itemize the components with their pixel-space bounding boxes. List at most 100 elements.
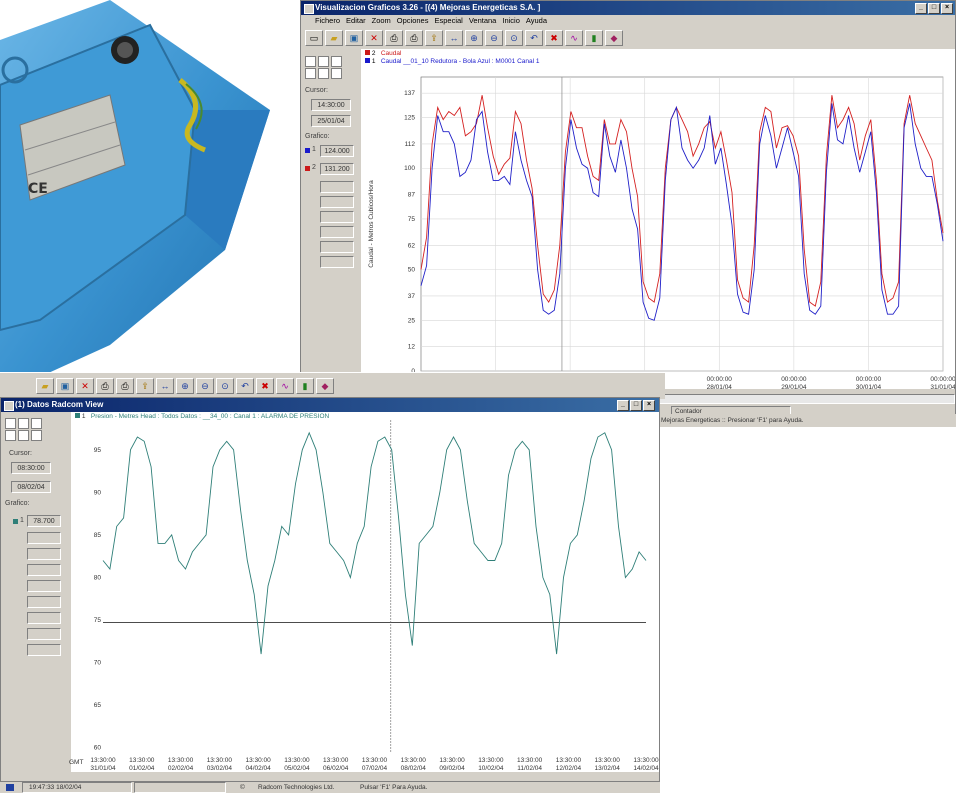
x-tick-label: 00:00:00 [707, 376, 733, 383]
book-icon[interactable]: ◆ [605, 30, 623, 46]
close-button[interactable]: × [643, 400, 655, 411]
y-tick-label: 137 [404, 90, 415, 97]
empty-slot [27, 628, 61, 640]
chart-mode-icon[interactable] [31, 418, 42, 429]
zoom-out-icon[interactable]: ⊖ [196, 378, 214, 394]
x-tick-label: 13:30:00 [401, 757, 427, 764]
minimize-button[interactable]: _ [617, 400, 629, 411]
chart-mode-icon[interactable] [18, 418, 29, 429]
print-preview-icon[interactable]: ⎙ [116, 378, 134, 394]
chart-mode-icon[interactable] [331, 68, 342, 79]
print-icon[interactable]: ⎙ [385, 30, 403, 46]
new-icon[interactable]: ▭ [305, 30, 323, 46]
grafico-label: Grafico: [305, 133, 330, 140]
legend-item: 2 Caudal [365, 50, 540, 58]
svg-text:CE: CE [28, 181, 48, 197]
maximize-button[interactable]: □ [630, 400, 642, 411]
menu-fichero[interactable]: Fichero [315, 16, 341, 25]
chart-mode-icon[interactable] [318, 68, 329, 79]
legend-text: Presion - Metres Head : Todos Datos : __… [90, 413, 330, 420]
zoom-cancel-icon[interactable]: ✖ [256, 378, 274, 394]
x-tick-date: 01/02/04 [129, 765, 155, 772]
menu-zoom[interactable]: Zoom [371, 16, 391, 25]
title-bar: (1) Datos Radcom View [1, 398, 659, 412]
zoom-cancel-icon[interactable]: ✖ [545, 30, 563, 46]
x-tick-label: 13:30:00 [168, 757, 194, 764]
y-tick-label: 100 [404, 165, 415, 172]
minimize-button[interactable]: _ [915, 3, 927, 14]
book-icon[interactable]: ◆ [316, 378, 334, 394]
zoom-prev-icon[interactable]: ↶ [525, 30, 543, 46]
y-axis-label: Caudal - Metros Cubicos/Hora [368, 180, 375, 268]
chart-mode-icon[interactable] [318, 56, 329, 67]
delete-icon[interactable]: ✕ [365, 30, 383, 46]
zoom-window-icon[interactable]: ⊙ [505, 30, 523, 46]
status-copyright: Radcom Technologies Ltd. [258, 784, 335, 791]
chart-mode-icon[interactable] [331, 56, 342, 67]
print-preview-icon[interactable]: ⎙ [405, 30, 423, 46]
save-icon[interactable]: ▣ [56, 378, 74, 394]
zoom-out-icon[interactable]: ⊖ [485, 30, 503, 46]
series-2-number: 2 [312, 164, 316, 171]
chart-icon[interactable]: ∿ [565, 30, 583, 46]
zoom-in-icon[interactable]: ⊕ [176, 378, 194, 394]
maximize-button[interactable]: □ [928, 3, 940, 14]
bottom-status-bar: 19:47:33 18/02/04 © Radcom Technologies … [0, 782, 660, 793]
x-tick-date: 11/02/04 [517, 765, 542, 772]
status-app-icon [6, 784, 14, 791]
chart-icon[interactable]: ∿ [276, 378, 294, 394]
menu-ventana[interactable]: Ventana [468, 16, 497, 25]
x-tick-label: 13:30:00 [129, 757, 155, 764]
plot-frame [420, 76, 944, 372]
x-tick-date: 31/01/04 [90, 765, 116, 772]
y-tick-label: 62 [408, 242, 416, 249]
x-tick-label: 13:30:00 [362, 757, 388, 764]
chart-caudal[interactable]: 0 12 25 37 50 62 75 87 100 112 125 137 00:00:00 00:00… [361, 49, 956, 391]
chart-presion[interactable]: 606570758085909513:30:0031/01/0413:30:00… [71, 412, 659, 772]
zoom-in-icon[interactable]: ⊕ [465, 30, 483, 46]
print-icon[interactable]: ⎙ [96, 378, 114, 394]
bars-icon[interactable]: ▮ [296, 378, 314, 394]
delete-icon[interactable]: ✕ [76, 378, 94, 394]
x-tick-label: 13:30:00 [478, 757, 504, 764]
chart-mode-icon[interactable] [305, 56, 316, 67]
empty-slot [27, 644, 61, 656]
close-button[interactable]: × [941, 3, 953, 14]
chart-mode-icon[interactable] [305, 68, 316, 79]
cursor-time: 14:30:00 [311, 99, 351, 111]
empty-slot [27, 548, 61, 560]
cursor-time: 08:30:00 [11, 462, 51, 474]
x-tick-date: 07/02/04 [362, 765, 388, 772]
fit-icon[interactable]: ↔ [156, 378, 174, 394]
side-panel: Cursor: 08:30:00 08/02/04 Grafico: 1 78.… [3, 414, 69, 769]
chart-mode-icon[interactable] [18, 430, 29, 441]
x-tick-date: 10/02/04 [478, 765, 504, 772]
y-tick-label: 95 [94, 447, 102, 454]
status-help: Presionar 'F1' para Ayuda. [727, 417, 804, 424]
menu-ayuda[interactable]: Ayuda [525, 16, 548, 25]
export-icon[interactable]: ⇪ [425, 30, 443, 46]
chart-mode-icon[interactable] [5, 430, 16, 441]
save-icon[interactable]: ▣ [345, 30, 363, 46]
zoom-window-icon[interactable]: ⊙ [216, 378, 234, 394]
export-icon[interactable]: ⇪ [136, 378, 154, 394]
x-tick-date: 30/01/04 [856, 384, 882, 389]
bars-icon[interactable]: ▮ [585, 30, 603, 46]
menu-especial[interactable]: Especial [434, 16, 463, 25]
fit-icon[interactable]: ↔ [445, 30, 463, 46]
toolbar: ▭ ▰ ▣ ✕ ⎙ ⎙ ⇪ ↔ ⊕ ⊖ ⊙ ↶ ✖ ∿ ▮ ◆ [301, 28, 955, 48]
menu-editar[interactable]: Editar [346, 16, 366, 25]
status-copy-symbol: © [240, 784, 245, 791]
menu-inicio[interactable]: Inicio [502, 16, 520, 25]
zoom-prev-icon[interactable]: ↶ [236, 378, 254, 394]
open-icon[interactable]: ▰ [36, 378, 54, 394]
open-icon[interactable]: ▰ [325, 30, 343, 46]
series-1-number: 1 [312, 146, 316, 153]
window-visualizacion-graficos: Visualizacion Graficos 3.26 - [(4) Mejor… [300, 0, 956, 420]
series-1-marker [305, 148, 310, 153]
empty-slot [27, 580, 61, 592]
chart-mode-icon[interactable] [5, 418, 16, 429]
chart-mode-icon[interactable] [31, 430, 42, 441]
menu-opciones[interactable]: Opciones [396, 16, 429, 25]
x-tick-date: 29/01/04 [781, 384, 807, 389]
